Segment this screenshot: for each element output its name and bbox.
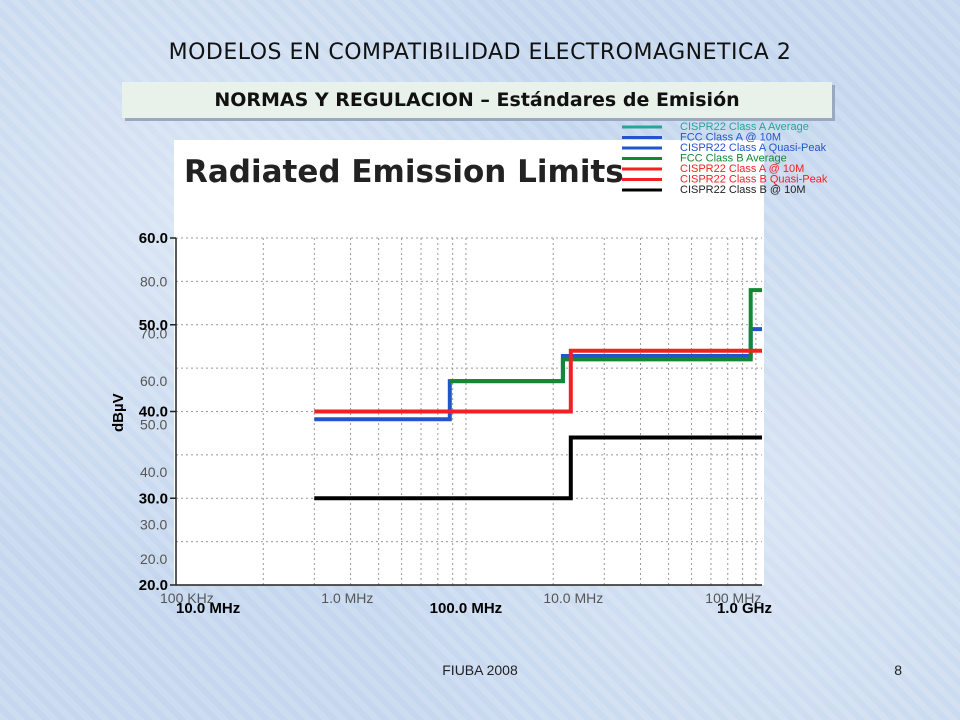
y-tick-label: 50.0 xyxy=(139,317,168,334)
footer-institution: FIUBA 2008 xyxy=(442,662,518,678)
x-tick-label: 1.0 GHz xyxy=(717,600,772,617)
series-line-4 xyxy=(314,435,762,501)
ghost-x-tick-label: 100 KHz xyxy=(160,590,214,606)
legend-label-4: FCC Class B Average xyxy=(680,153,787,165)
slide-title: MODELOS EN COMPATIBILIDAD ELECTROMAGNETI… xyxy=(168,40,792,65)
tick-labels: 20.030.040.050.060.010.0 MHz 100.0 MHz 1.0… xyxy=(139,230,772,617)
y-axis-label: dBµV xyxy=(110,393,127,432)
y-tick-label: 30.0 xyxy=(139,490,168,507)
legend-label-5: CISPR22 Class A @ 10M xyxy=(680,163,804,175)
legend-label-7: CISPR22 Class B @ 10M xyxy=(680,184,806,196)
x-tick-label: 10.0 MHz xyxy=(176,600,240,617)
y-tick-label: 20.0 xyxy=(139,577,168,594)
legend-label-6: CISPR22 Class B Quasi-Peak xyxy=(680,174,828,186)
chart-title: Radiated Emission Limits xyxy=(184,154,624,190)
legend-label-3: CISPR22 Class A Quasi-Peak xyxy=(680,142,827,154)
ghost-y-tick-label: 50.0 xyxy=(140,417,167,433)
ghost-x-tick-label: 100 MHz xyxy=(705,590,761,606)
legend-label-2: FCC Class A @ 10M xyxy=(680,132,781,144)
legend-label-1: CISPR22 Class A Average xyxy=(680,121,809,133)
chart-panel xyxy=(174,140,764,585)
x-tick-label: 100.0 MHz xyxy=(430,600,503,617)
series-line-3 xyxy=(314,348,762,414)
y-tick-label: 60.0 xyxy=(139,230,168,247)
subtitle-banner: NORMAS Y REGULACION – Estándares de Emis… xyxy=(122,82,832,118)
ghost-y-tick-label: 80.0 xyxy=(140,273,167,289)
ghost-y-tick-label: 40.0 xyxy=(140,464,167,480)
ghost-x-tick-label: 1.0 MHz xyxy=(321,590,373,606)
ghost-y-tick-label: 20.0 xyxy=(140,551,167,567)
ghost-y-tick-label: 60.0 xyxy=(140,373,167,389)
series-line-2 xyxy=(449,288,762,384)
ghost-y-tick-label: 30.0 xyxy=(140,516,167,532)
ghost-y-tick-label: 70.0 xyxy=(140,325,167,341)
y-tick-label: 40.0 xyxy=(139,404,168,421)
slide-subtitle: NORMAS Y REGULACION – Estándares de Emis… xyxy=(214,89,740,111)
series-group xyxy=(314,288,762,501)
footer-page-number: 8 xyxy=(894,662,902,678)
ghost-x-tick-label: 10.0 MHz xyxy=(543,590,603,606)
